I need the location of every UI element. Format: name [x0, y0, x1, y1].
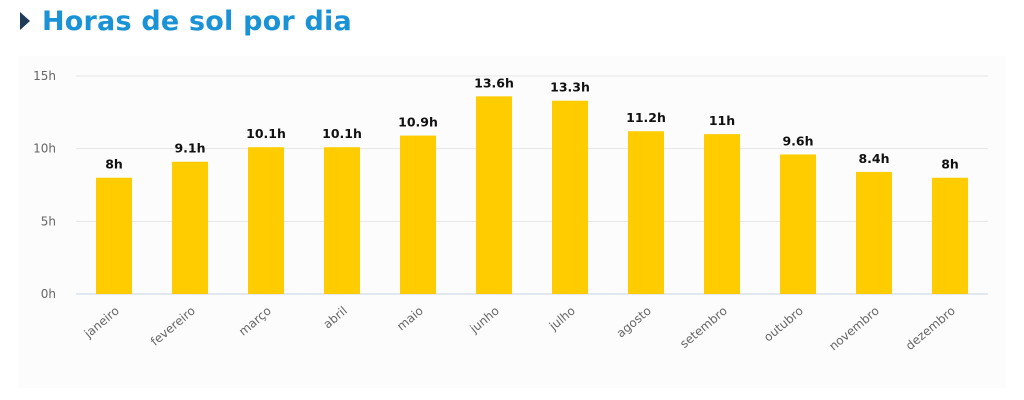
bar — [780, 154, 816, 294]
y-tick-label: 15h — [33, 69, 56, 83]
data-label: 11.2h — [626, 110, 666, 125]
x-tick-label: agosto — [614, 304, 654, 341]
bar — [324, 147, 360, 294]
bar-chart: 0h 5h 10h 15h 8h janeiro 9.1h fevereiro 10.1h mar… — [33, 69, 988, 354]
data-label: 8h — [941, 157, 959, 172]
chart-title: Horas de sol por dia — [42, 5, 352, 37]
x-tick-label: dezembro — [903, 304, 958, 353]
y-tick-label: 5h — [41, 214, 56, 228]
y-tick-label: 0h — [41, 287, 56, 301]
bar — [932, 177, 968, 294]
bar — [552, 100, 588, 294]
data-label: 13.6h — [474, 75, 514, 90]
bar — [172, 161, 208, 294]
x-tick-label: abril — [321, 304, 350, 332]
caret-right-icon — [20, 12, 30, 30]
bar — [704, 134, 740, 294]
data-label: 8h — [105, 157, 123, 172]
data-label: 9.1h — [174, 141, 205, 156]
data-label: 10.1h — [322, 126, 362, 141]
data-label: 11h — [709, 113, 735, 128]
data-label: 10.1h — [246, 126, 286, 141]
bar — [476, 96, 512, 294]
x-tick-label: fevereiro — [148, 304, 198, 349]
x-tick-label: setembro — [677, 304, 730, 351]
data-label: 8.4h — [858, 151, 889, 166]
x-tick-label: novembro — [826, 304, 882, 354]
chart-panel: 0h 5h 10h 15h 8h janeiro 9.1h fevereiro 10.1h mar… — [18, 56, 1006, 388]
data-label: 13.3h — [550, 80, 590, 95]
x-tick-label: janeiro — [81, 304, 122, 342]
bar — [96, 177, 132, 294]
chart-header: Horas de sol por dia — [20, 4, 352, 38]
x-tick-label: junho — [467, 304, 502, 337]
bar — [248, 147, 284, 294]
bar — [400, 135, 436, 294]
x-tick-label: maio — [394, 304, 426, 334]
x-tick-label: março — [236, 304, 274, 339]
bar — [856, 171, 892, 294]
y-tick-label: 10h — [33, 142, 56, 156]
data-label: 10.9h — [398, 115, 438, 130]
bar — [628, 131, 664, 294]
x-tick-label: julho — [546, 304, 578, 334]
data-label: 9.6h — [782, 133, 813, 148]
x-tick-label: outubro — [761, 304, 806, 345]
